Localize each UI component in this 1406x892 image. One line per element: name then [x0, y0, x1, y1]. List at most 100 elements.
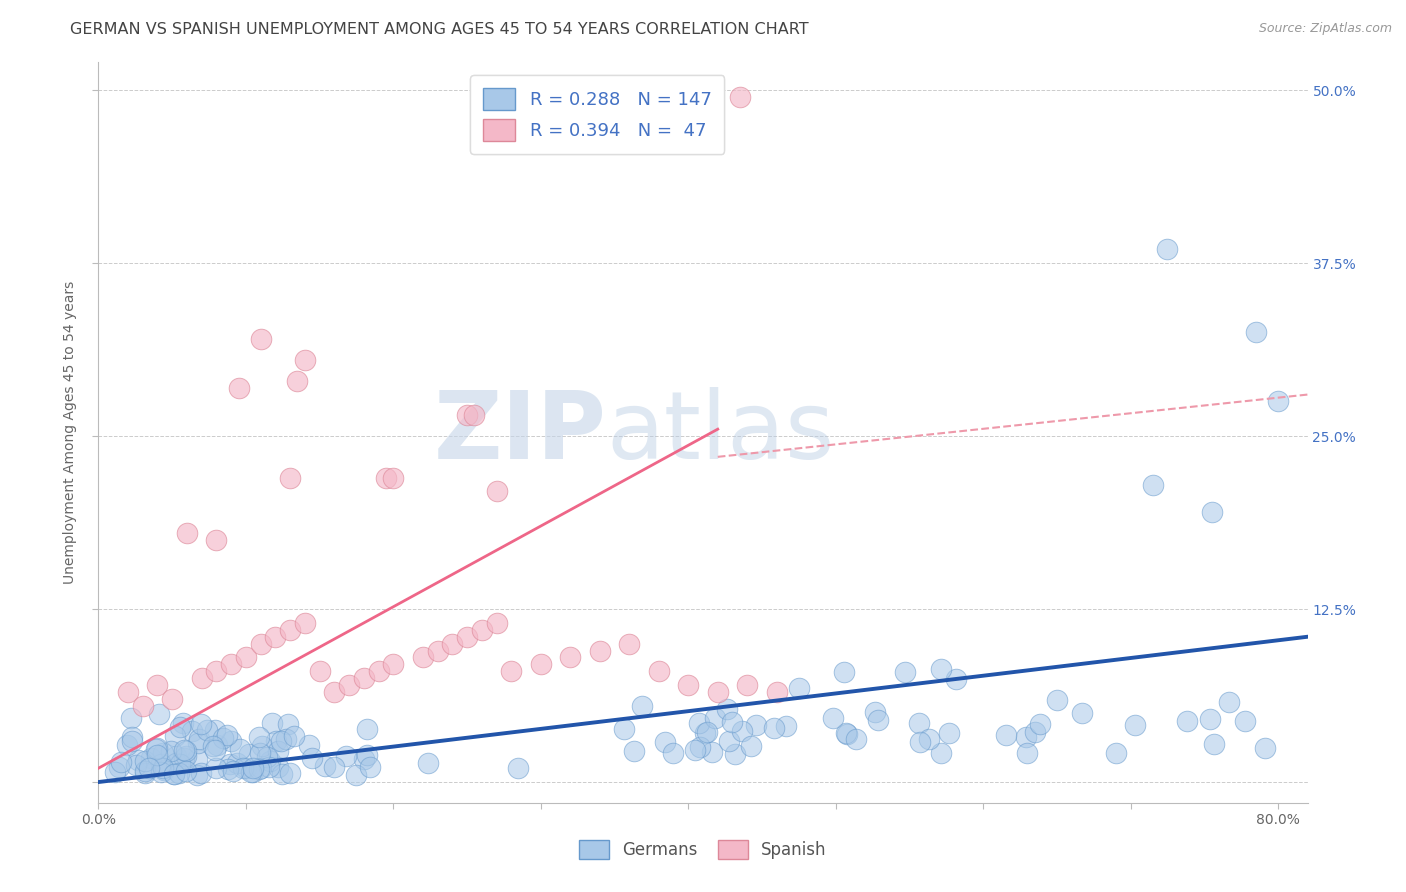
Point	[353, 751, 375, 765]
Point	[845, 731, 868, 746]
Point	[662, 747, 685, 761]
Point	[204, 742, 226, 756]
Point	[382, 470, 405, 484]
Point	[863, 705, 886, 719]
Point	[145, 741, 167, 756]
Point	[731, 724, 754, 739]
Point	[335, 748, 357, 763]
Point	[740, 739, 762, 753]
Point	[160, 692, 183, 706]
Point	[181, 724, 204, 739]
Point	[1015, 730, 1038, 744]
Point	[204, 761, 226, 775]
Point	[249, 332, 271, 346]
Point	[134, 765, 156, 780]
Point	[471, 623, 494, 637]
Point	[264, 734, 287, 748]
Point	[167, 766, 190, 780]
Point	[242, 761, 264, 775]
Point	[301, 750, 323, 764]
Point	[1017, 747, 1039, 761]
Point	[1104, 746, 1126, 760]
Point	[190, 766, 212, 780]
Point	[186, 751, 208, 765]
Point	[267, 760, 290, 774]
Point	[283, 730, 305, 744]
Y-axis label: Unemployment Among Ages 45 to 54 years: Unemployment Among Ages 45 to 54 years	[63, 281, 77, 584]
Point	[910, 735, 932, 749]
Point	[704, 711, 727, 725]
Point	[866, 713, 889, 727]
Point	[418, 756, 440, 771]
Point	[173, 751, 195, 765]
Point	[173, 742, 195, 756]
Point	[235, 761, 257, 775]
Point	[152, 747, 174, 761]
Point	[160, 744, 183, 758]
Text: atlas: atlas	[606, 386, 835, 479]
Point	[165, 756, 187, 771]
Point	[148, 706, 170, 721]
Point	[929, 662, 952, 676]
Point	[257, 759, 280, 773]
Point	[121, 731, 143, 745]
Point	[108, 759, 131, 773]
Point	[247, 762, 270, 776]
Point	[456, 630, 478, 644]
Point	[125, 758, 148, 772]
Point	[153, 763, 176, 777]
Point	[1201, 505, 1223, 519]
Point	[456, 409, 478, 423]
Point	[176, 525, 198, 540]
Point	[186, 768, 208, 782]
Point	[1218, 695, 1240, 709]
Point	[775, 719, 797, 733]
Point	[239, 765, 262, 780]
Point	[174, 764, 197, 778]
Point	[356, 722, 378, 736]
Point	[277, 717, 299, 731]
Point	[249, 746, 271, 760]
Point	[169, 721, 191, 735]
Point	[630, 699, 652, 714]
Point	[359, 760, 381, 774]
Point	[204, 723, 226, 737]
Point	[270, 734, 292, 748]
Point	[623, 744, 645, 758]
Point	[131, 698, 153, 713]
Point	[931, 746, 953, 760]
Point	[308, 665, 330, 679]
Point	[721, 714, 744, 729]
Point	[152, 761, 174, 775]
Point	[1198, 712, 1220, 726]
Point	[1204, 737, 1226, 751]
Point	[1123, 718, 1146, 732]
Point	[146, 678, 169, 692]
Point	[724, 747, 747, 762]
Point	[174, 748, 197, 763]
Point	[249, 637, 271, 651]
Point	[127, 753, 149, 767]
Point	[138, 760, 160, 774]
Point	[217, 762, 239, 776]
Point	[745, 718, 768, 732]
Point	[426, 643, 449, 657]
Point	[706, 685, 728, 699]
Point	[163, 729, 186, 743]
Legend: Germans, Spanish: Germans, Spanish	[572, 834, 834, 866]
Point	[226, 756, 249, 770]
Point	[110, 755, 132, 769]
Point	[1233, 714, 1256, 728]
Point	[165, 748, 187, 763]
Point	[1070, 706, 1092, 720]
Point	[238, 747, 260, 761]
Point	[278, 766, 301, 780]
Point	[264, 630, 287, 644]
Point	[356, 748, 378, 763]
Point	[219, 734, 242, 748]
Point	[1244, 326, 1267, 340]
Point	[344, 768, 367, 782]
Point	[252, 739, 274, 754]
Point	[1024, 724, 1046, 739]
Point	[217, 728, 239, 742]
